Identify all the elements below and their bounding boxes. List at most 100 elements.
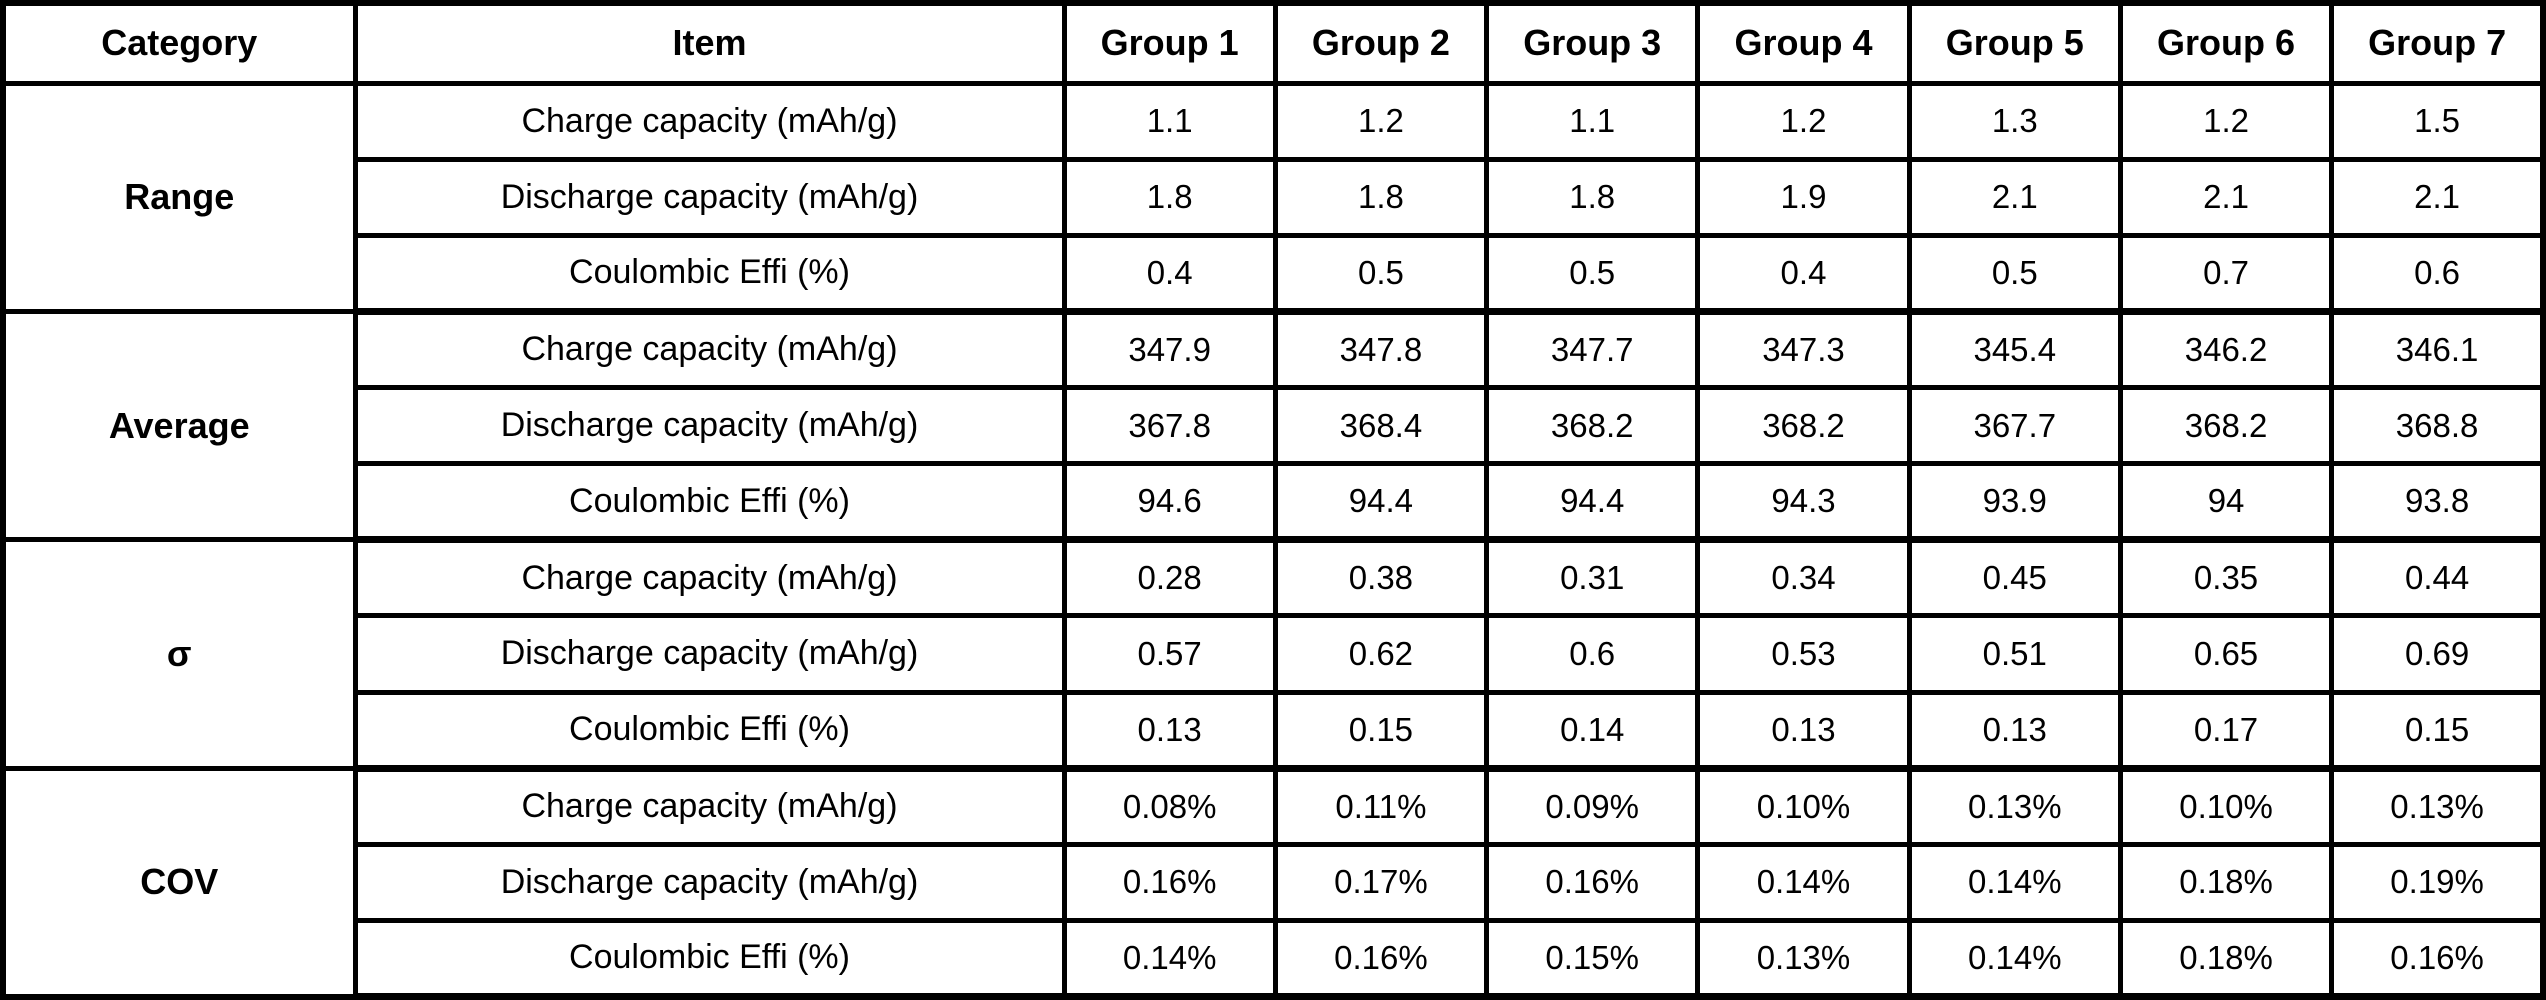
value-cell-group-3: 368.2 <box>1484 384 1701 467</box>
value-cell-group-3: 347.7 <box>1484 308 1701 391</box>
table-row: Coulombic Effi (%) 0.4 0.5 0.5 0.4 0.5 0.7 0.6 <box>3 232 2546 315</box>
value-cell-group-5: 93.9 <box>1906 461 2123 544</box>
table-row: Range Charge capacity (mAh/g) 1.1 1.2 1.1 1.2… <box>0 80 2546 314</box>
item-cell: Coulombic Effi (%) <box>352 689 1067 772</box>
category-cell: Average <box>0 308 358 543</box>
value-cell-group-1: 1.8 <box>1061 156 1278 238</box>
value-cell-group-7: 2.1 <box>2329 156 2546 238</box>
value-cell-group-6: 2.1 <box>2117 156 2335 238</box>
value-cell-group-2: 0.5 <box>1272 232 1490 315</box>
value-cell-group-2: 0.38 <box>1272 537 1490 619</box>
value-cell-group-1: 0.28 <box>1061 537 1278 619</box>
value-cell-group-3: 0.16% <box>1484 841 1701 923</box>
value-cell-group-1: 0.14% <box>1061 917 1278 1000</box>
value-cell-group-6: 368.2 <box>2117 384 2335 467</box>
value-cell-group-6: 0.17 <box>2117 689 2335 772</box>
item-cell: Discharge capacity (mAh/g) <box>352 156 1067 238</box>
value-cell-group-3: 0.31 <box>1484 537 1701 619</box>
value-cell-group-6: 0.35 <box>2117 537 2335 619</box>
value-cell-group-7: 0.6 <box>2329 232 2546 315</box>
value-cell-group-1: 1.1 <box>1061 80 1278 162</box>
value-cell-group-5: 367.7 <box>1906 384 2123 467</box>
value-cell-group-1: 0.13 <box>1061 689 1278 772</box>
value-cell-group-1: 0.57 <box>1061 613 1278 695</box>
value-cell-group-6: 1.2 <box>2117 80 2335 162</box>
item-cell: Coulombic Effi (%) <box>352 917 1067 1000</box>
value-cell-group-4: 94.3 <box>1695 461 1912 544</box>
table-row: σ Charge capacity (mAh/g) 0.28 0.38 0.31 0.34… <box>0 537 2546 771</box>
value-cell-group-4: 0.13% <box>1695 917 1912 1000</box>
value-cell-group-6: 0.10% <box>2117 765 2335 847</box>
value-cell-group-4: 0.34 <box>1695 537 1912 619</box>
value-cell-group-3: 0.09% <box>1484 765 1701 847</box>
value-cell-group-5: 0.51 <box>1906 613 2123 695</box>
value-cell-group-5: 1.3 <box>1906 80 2123 162</box>
value-cell-group-5: 0.14% <box>1906 917 2123 1000</box>
item-cell: Charge capacity (mAh/g) <box>352 765 1067 847</box>
item-cell: Charge capacity (mAh/g) <box>352 537 1067 619</box>
value-cell-group-4: 0.13 <box>1695 689 1912 772</box>
value-cell-group-7: 0.16% <box>2329 917 2546 1000</box>
value-cell-group-4: 0.14% <box>1695 841 1912 923</box>
value-cell-group-4: 0.10% <box>1695 765 1912 847</box>
header-cell-group-5: Group 5 <box>1906 0 2123 86</box>
table-row: Coulombic Effi (%) 0.14% 0.16% 0.15% 0.13% 0.… <box>3 917 2546 1000</box>
table-row: Discharge capacity (mAh/g) 0.16% 0.17% 0.16… <box>3 841 2546 923</box>
value-cell-group-6: 0.18% <box>2117 841 2335 923</box>
value-cell-group-1: 367.8 <box>1061 384 1278 467</box>
category-cell: COV <box>0 765 358 1000</box>
header-cell-group-7: Group 7 <box>2329 0 2546 86</box>
item-cell: Coulombic Effi (%) <box>352 461 1067 544</box>
value-cell-group-2: 0.15 <box>1272 689 1490 772</box>
table-row: Discharge capacity (mAh/g) 1.8 1.8 1.8 1.9 2.… <box>3 156 2546 238</box>
value-cell-group-4: 1.2 <box>1695 80 1912 162</box>
header-row: Category Item Group 1 Group 2 Group 3 Gr… <box>0 0 2546 86</box>
item-cell: Discharge capacity (mAh/g) <box>352 613 1067 695</box>
header-cell-item: Item <box>352 0 1067 86</box>
value-cell-group-4: 347.3 <box>1695 308 1912 391</box>
value-cell-group-7: 0.19% <box>2329 841 2546 923</box>
header-cell-group-6: Group 6 <box>2117 0 2335 86</box>
value-cell-group-7: 0.13% <box>2329 765 2546 847</box>
header-cell-category: Category <box>0 0 358 86</box>
table-row: Discharge capacity (mAh/g) 367.8 368.4 368.… <box>3 384 2546 467</box>
item-cell: Charge capacity (mAh/g) <box>352 308 1067 391</box>
value-cell-group-7: 368.8 <box>2329 384 2546 467</box>
table-row: Coulombic Effi (%) 0.13 0.15 0.14 0.13 0.13 0.… <box>3 689 2546 772</box>
value-cell-group-1: 0.4 <box>1061 232 1278 315</box>
value-cell-group-5: 0.14% <box>1906 841 2123 923</box>
table-body: Range Charge capacity (mAh/g) 1.1 1.2 1.1 1.2… <box>0 80 2546 1000</box>
value-cell-group-2: 0.17% <box>1272 841 1490 923</box>
value-cell-group-2: 347.8 <box>1272 308 1490 391</box>
value-cell-group-6: 0.7 <box>2117 232 2335 315</box>
value-cell-group-6: 0.18% <box>2117 917 2335 1000</box>
value-cell-group-4: 0.53 <box>1695 613 1912 695</box>
value-cell-group-5: 2.1 <box>1906 156 2123 238</box>
header-cell-group-4: Group 4 <box>1695 0 1912 86</box>
value-cell-group-7: 93.8 <box>2329 461 2546 544</box>
value-cell-group-2: 0.62 <box>1272 613 1490 695</box>
value-cell-group-2: 1.2 <box>1272 80 1490 162</box>
value-cell-group-2: 0.11% <box>1272 765 1490 847</box>
value-cell-group-1: 0.16% <box>1061 841 1278 923</box>
value-cell-group-5: 0.13 <box>1906 689 2123 772</box>
value-cell-group-3: 0.15% <box>1484 917 1701 1000</box>
value-cell-group-6: 346.2 <box>2117 308 2335 391</box>
category-cell: Range <box>0 80 358 314</box>
value-cell-group-3: 94.4 <box>1484 461 1701 544</box>
value-cell-group-3: 0.5 <box>1484 232 1701 315</box>
value-cell-group-7: 0.69 <box>2329 613 2546 695</box>
value-cell-group-1: 94.6 <box>1061 461 1278 544</box>
header-cell-group-3: Group 3 <box>1484 0 1701 86</box>
category-cell: σ <box>0 537 358 771</box>
value-cell-group-5: 0.5 <box>1906 232 2123 315</box>
value-cell-group-1: 347.9 <box>1061 308 1278 391</box>
value-cell-group-3: 1.8 <box>1484 156 1701 238</box>
value-cell-group-7: 0.44 <box>2329 537 2546 619</box>
value-cell-group-5: 345.4 <box>1906 308 2123 391</box>
header-cell-group-1: Group 1 <box>1061 0 1278 86</box>
value-cell-group-3: 0.14 <box>1484 689 1701 772</box>
item-cell: Discharge capacity (mAh/g) <box>352 384 1067 467</box>
